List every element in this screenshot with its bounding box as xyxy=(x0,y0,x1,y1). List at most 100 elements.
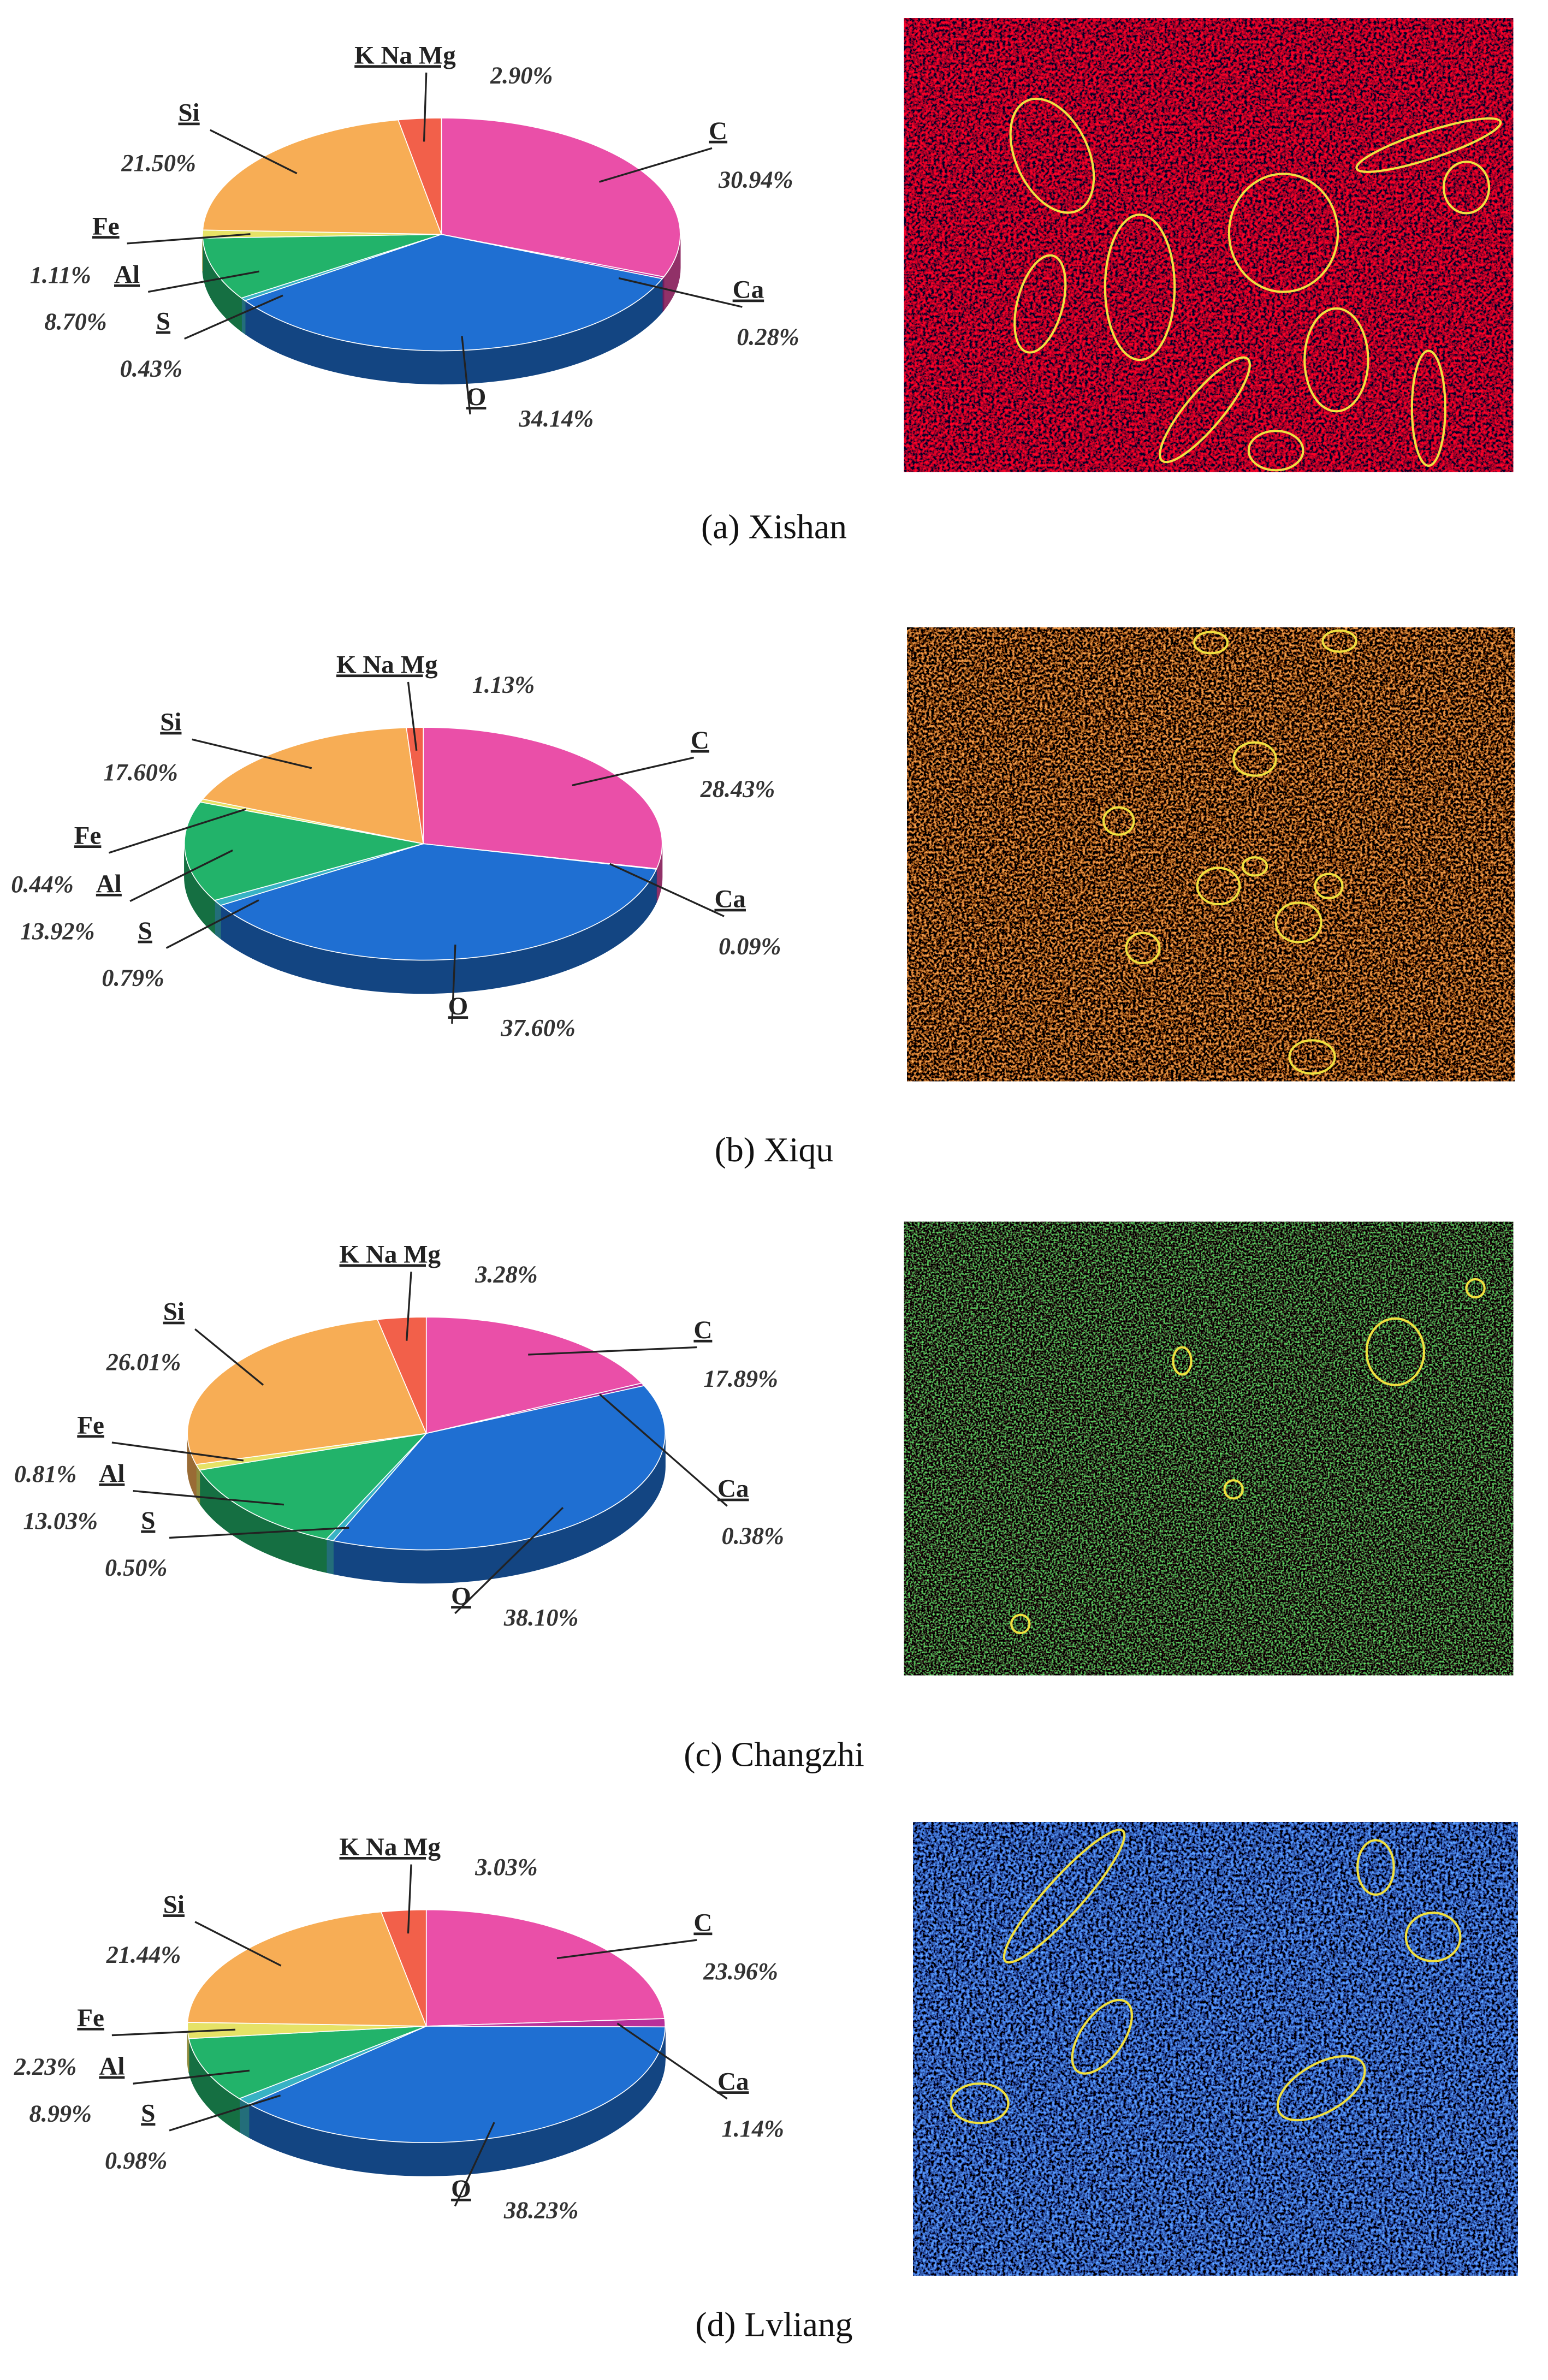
caption: (a) Xishan xyxy=(701,507,847,546)
pie-slice xyxy=(244,234,663,352)
pie-slice xyxy=(377,1316,427,1434)
value-label: 0.09% xyxy=(719,933,781,959)
value-label: 34.14% xyxy=(519,405,594,432)
value-label: 30.94% xyxy=(718,166,793,193)
leader-line xyxy=(165,899,259,949)
leader-line xyxy=(169,1527,349,1539)
micrograph xyxy=(913,1822,1518,2276)
category-label: O xyxy=(448,992,468,1020)
leader-line xyxy=(451,945,456,1024)
caption: (c) Changzhi xyxy=(684,1735,864,1774)
leader-line xyxy=(194,1921,282,1967)
value-label: 17.60% xyxy=(103,759,178,786)
leader-line xyxy=(133,2069,250,2085)
pie-slice xyxy=(423,727,663,869)
micrograph xyxy=(907,627,1515,1082)
value-label: 8.70% xyxy=(44,308,106,335)
category-label: K Na Mg xyxy=(354,41,456,69)
pie-slice xyxy=(441,117,681,277)
value-label: 0.98% xyxy=(105,2147,167,2174)
leader-line xyxy=(169,2094,281,2132)
value-label: 38.23% xyxy=(503,2197,579,2224)
pie-side xyxy=(241,297,246,335)
pie-slice xyxy=(220,843,657,961)
leader-line xyxy=(407,681,418,751)
pie-slice xyxy=(201,727,424,845)
pie-slice xyxy=(397,117,442,235)
leader-line xyxy=(599,147,713,183)
category-label: Si xyxy=(178,99,199,127)
value-label: 2.23% xyxy=(14,2053,76,2080)
value-label: 0.44% xyxy=(11,871,73,898)
category-label: S xyxy=(156,307,170,336)
value-label: 17.89% xyxy=(703,1366,778,1392)
category-label: Si xyxy=(163,1890,185,1919)
value-label: 26.01% xyxy=(106,1349,181,1375)
pie-side xyxy=(326,1539,334,1575)
leader-line xyxy=(108,808,246,854)
category-label: Ca xyxy=(717,1475,749,1503)
leader-line xyxy=(194,1328,264,1386)
pie-slice xyxy=(425,1316,643,1434)
pie-slice xyxy=(187,1911,427,2027)
pie-slice xyxy=(380,1909,427,2027)
category-label: C xyxy=(693,1316,712,1344)
caption: (b) Xiqu xyxy=(715,1130,833,1169)
category-label: S xyxy=(141,1506,155,1535)
value-label: 8.99% xyxy=(29,2100,92,2127)
leader-line xyxy=(148,270,259,293)
category-label: Al xyxy=(114,260,140,289)
pie-slice xyxy=(202,234,442,299)
category-label: C xyxy=(709,117,727,145)
leader-line xyxy=(616,2022,728,2100)
pie-slice xyxy=(183,802,424,901)
pie-slice xyxy=(187,1319,427,1465)
category-label: Fe xyxy=(92,212,120,240)
category-label: Fe xyxy=(74,821,102,850)
leader-line xyxy=(572,756,695,786)
value-label: 1.13% xyxy=(472,671,535,698)
value-label: 13.92% xyxy=(20,918,95,945)
value-label: 3.03% xyxy=(475,1854,537,1880)
value-label: 0.81% xyxy=(14,1461,76,1487)
value-label: 3.28% xyxy=(475,1261,537,1287)
leader-line xyxy=(461,336,471,414)
pie-slice xyxy=(199,1433,428,1540)
category-label: O xyxy=(466,383,487,411)
leader-line xyxy=(599,1393,728,1507)
category-label: Al xyxy=(99,2052,124,2081)
value-label: 0.43% xyxy=(120,355,182,382)
category-label: K Na Mg xyxy=(339,1240,441,1268)
value-label: 2.90% xyxy=(490,62,553,88)
micrograph xyxy=(904,1221,1514,1676)
pie-slice xyxy=(188,2026,427,2099)
leader-line xyxy=(618,277,743,308)
category-label: K Na Mg xyxy=(339,1833,441,1861)
leader-line xyxy=(210,129,298,175)
value-label: 13.03% xyxy=(23,1507,98,1534)
value-label: 1.11% xyxy=(30,262,91,288)
value-label: 38.10% xyxy=(503,1604,579,1631)
leader-line xyxy=(127,233,251,245)
category-label: C xyxy=(691,726,709,755)
caption: (d) Lvliang xyxy=(695,2305,852,2344)
pie-slice xyxy=(332,1385,666,1551)
leader-line xyxy=(111,1441,244,1462)
category-label: Ca xyxy=(717,2067,749,2096)
leader-line xyxy=(454,1507,564,1615)
leader-line xyxy=(111,2028,236,2037)
category-label: O xyxy=(451,2175,471,2203)
pie-side xyxy=(239,2098,250,2138)
leader-line xyxy=(528,1346,697,1356)
value-label: 0.50% xyxy=(105,1554,167,1581)
leader-line xyxy=(192,738,312,769)
category-label: Al xyxy=(96,870,122,898)
leader-line xyxy=(423,72,428,142)
pie-slice xyxy=(202,119,442,235)
category-label: Si xyxy=(163,1298,185,1326)
value-label: 23.96% xyxy=(703,1958,778,1985)
value-label: 1.14% xyxy=(722,2115,784,2142)
value-label: 0.28% xyxy=(737,323,799,350)
pie-slice xyxy=(406,727,424,844)
